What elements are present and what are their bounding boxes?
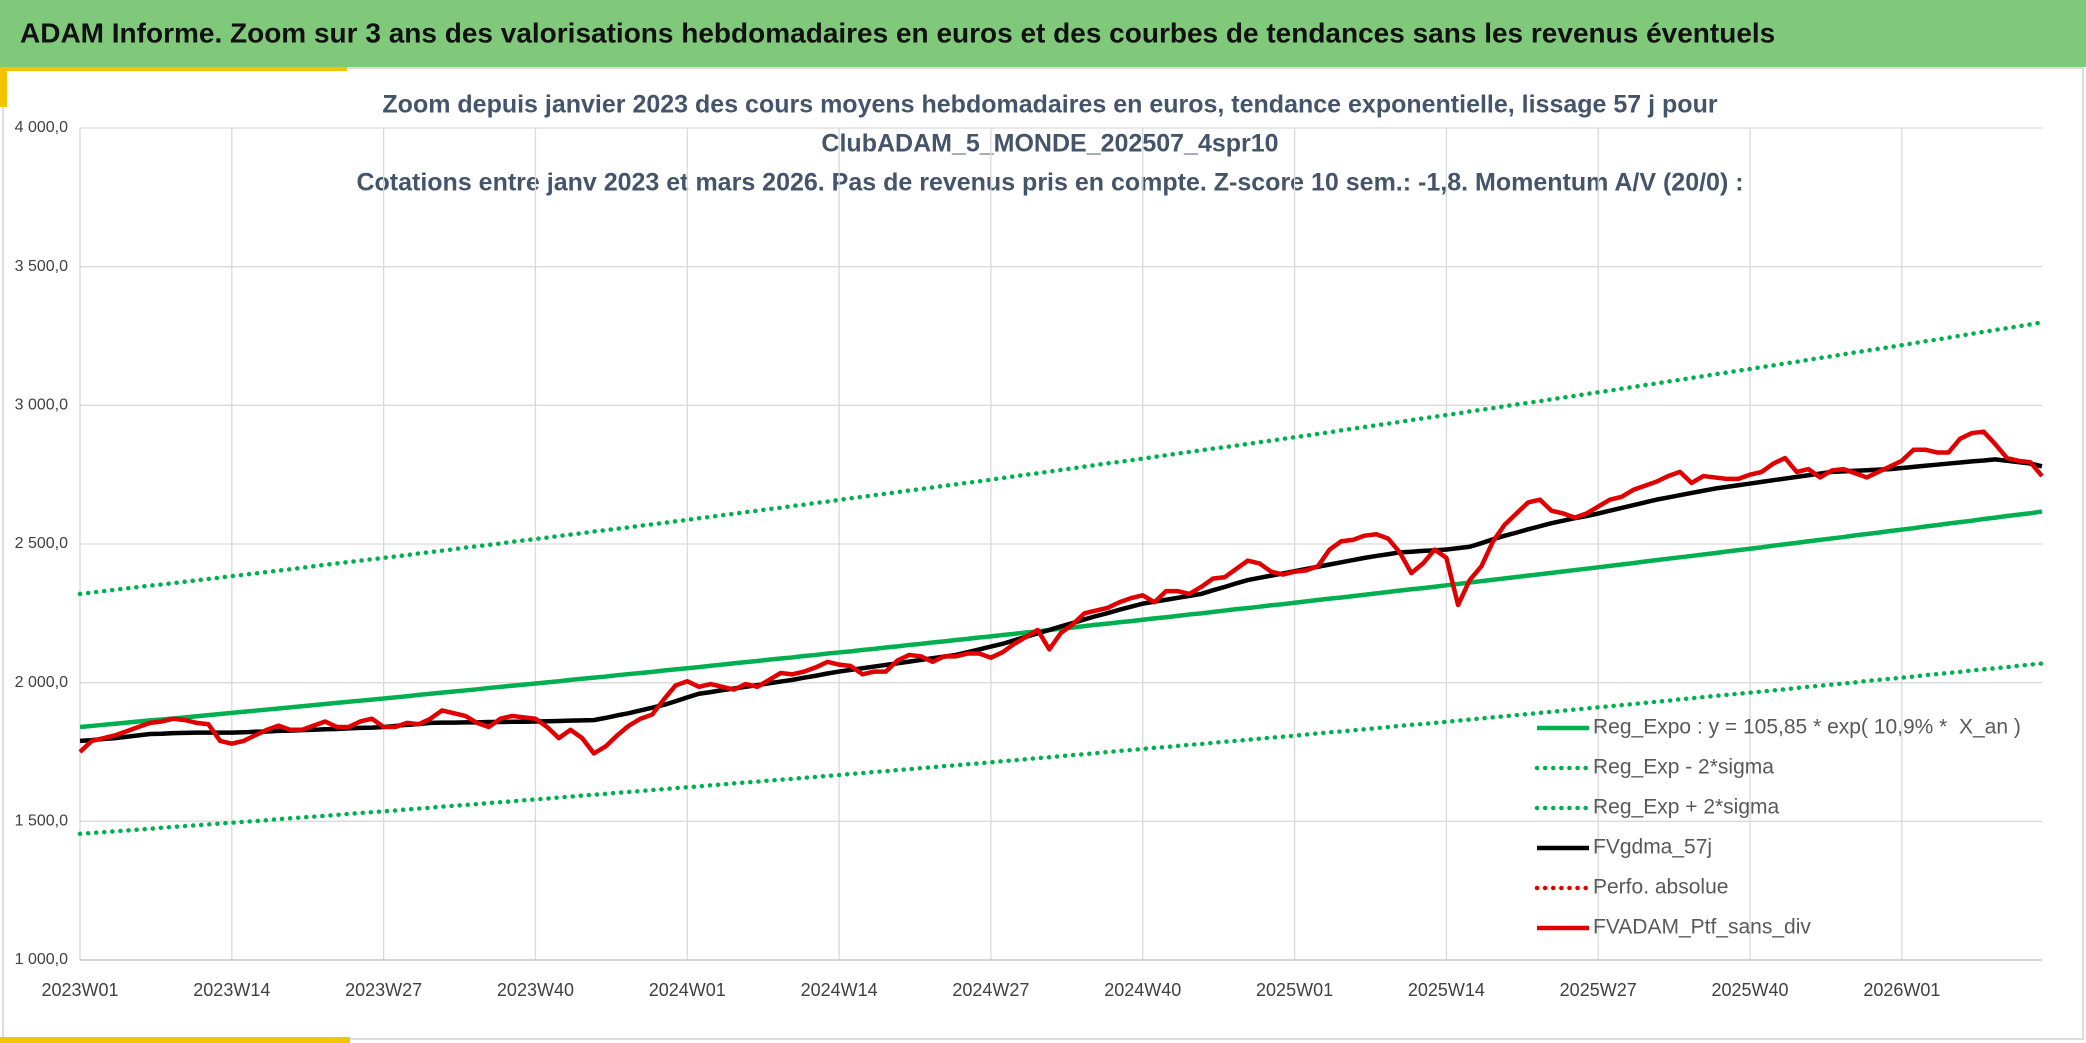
accent <box>7 67 347 71</box>
x-tick-label: 2024W27 <box>952 980 1029 1000</box>
x-tick-label: 2025W14 <box>1408 980 1485 1000</box>
x-tick-label: 2025W01 <box>1256 980 1333 1000</box>
legend-label: Reg_Exp - 2*sigma <box>1593 756 1774 779</box>
y-tick-label: 3 000,0 <box>15 397 68 414</box>
y-tick-label: 1 500,0 <box>15 813 68 830</box>
header-band <box>0 0 2086 67</box>
x-tick-label: 2026W01 <box>1863 980 1940 1000</box>
x-tick-label: 2023W27 <box>345 980 422 1000</box>
y-tick-label: 1 000,0 <box>15 951 68 968</box>
series-line <box>78 429 2044 756</box>
x-tick-label: 2024W14 <box>801 980 878 1000</box>
chart-frame <box>2 67 2084 1040</box>
legend-label: FVADAM_Ptf_sans_div <box>1593 916 1811 939</box>
x-tick-label: 2024W01 <box>649 980 726 1000</box>
chart-title: ClubADAM_5_MONDE_202507_4spr10 <box>821 130 1278 158</box>
x-tick-label: 2023W40 <box>497 980 574 1000</box>
x-tick-label: 2023W14 <box>193 980 270 1000</box>
accent <box>0 67 7 107</box>
chart-title: Cotations entre janv 2023 et mars 2026. … <box>356 169 1743 197</box>
series-line <box>77 320 2045 597</box>
y-tick-label: 2 500,0 <box>15 535 68 552</box>
legend-label: Reg_Exp + 2*sigma <box>1593 796 1780 819</box>
header-title: ADAM Informe. Zoom sur 3 ans des valoris… <box>20 17 1775 48</box>
y-tick-label: 3 500,0 <box>15 258 68 275</box>
legend-label: Reg_Expo : y = 105,85 * exp( 10,9% * X_a… <box>1593 716 2021 739</box>
x-tick-label: 2025W40 <box>1712 980 1789 1000</box>
accent <box>0 1037 350 1043</box>
x-tick-label: 2024W40 <box>1104 980 1181 1000</box>
legend-label: Perfo. absolue <box>1593 876 1728 899</box>
y-tick-label: 4 000,0 <box>15 119 68 136</box>
x-tick-label: 2025W27 <box>1560 980 1637 1000</box>
y-tick-label: 2 000,0 <box>15 674 68 691</box>
chart-title: Zoom depuis janvier 2023 des cours moyen… <box>382 91 1717 119</box>
legend-label: FVgdma_57j <box>1593 836 1712 859</box>
x-tick-label: 2023W01 <box>41 980 118 1000</box>
